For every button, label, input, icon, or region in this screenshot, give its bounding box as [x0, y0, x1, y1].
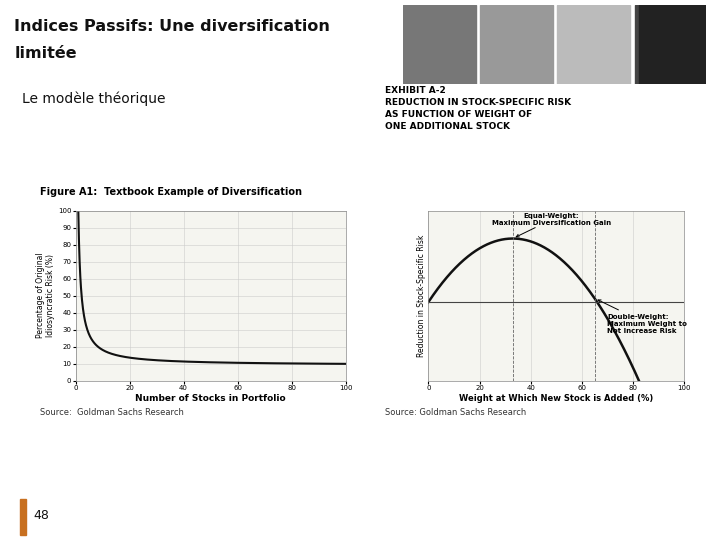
Bar — [557, 5, 630, 84]
Text: Triple-Weight:
Adds Significant Stock-Specific Risk: Triple-Weight: Adds Significant Stock-Sp… — [0, 539, 1, 540]
Y-axis label: Reduction in Stock-Specific Risk: Reduction in Stock-Specific Risk — [417, 234, 426, 357]
Text: Indices Passifs: Une diversification: Indices Passifs: Une diversification — [14, 19, 330, 34]
Text: Source:  Goldman Sachs Research: Source: Goldman Sachs Research — [40, 408, 184, 417]
Bar — [634, 5, 707, 84]
Text: 48: 48 — [33, 509, 49, 522]
Text: Double-Weight:
Maximum Weight to
Not Increase Risk: Double-Weight: Maximum Weight to Not Inc… — [598, 300, 687, 334]
Text: EXHIBIT A-2
REDUCTION IN STOCK-SPECIFIC RISK
AS FUNCTION OF WEIGHT OF
ONE ADDITI: EXHIBIT A-2 REDUCTION IN STOCK-SPECIFIC … — [385, 86, 572, 131]
Bar — [480, 5, 553, 84]
Bar — [639, 5, 706, 84]
Bar — [20, 499, 26, 535]
Text: Equal-Weight:
Maximum Diversification Gain: Equal-Weight: Maximum Diversification Ga… — [492, 213, 611, 237]
Text: Le modèle théorique: Le modèle théorique — [22, 92, 165, 106]
Text: Figure A1:  Textbook Example of Diversification: Figure A1: Textbook Example of Diversifi… — [40, 187, 302, 197]
Y-axis label: Percentage of Original
Idiosyncratic Risk (%): Percentage of Original Idiosyncratic Ris… — [36, 253, 55, 339]
X-axis label: Number of Stocks in Portfolio: Number of Stocks in Portfolio — [135, 394, 286, 403]
Text: limitée: limitée — [14, 46, 77, 61]
X-axis label: Weight at Which New Stock is Added (%): Weight at Which New Stock is Added (%) — [459, 394, 653, 403]
Bar — [403, 5, 476, 84]
Text: Source: Goldman Sachs Research: Source: Goldman Sachs Research — [385, 408, 526, 417]
